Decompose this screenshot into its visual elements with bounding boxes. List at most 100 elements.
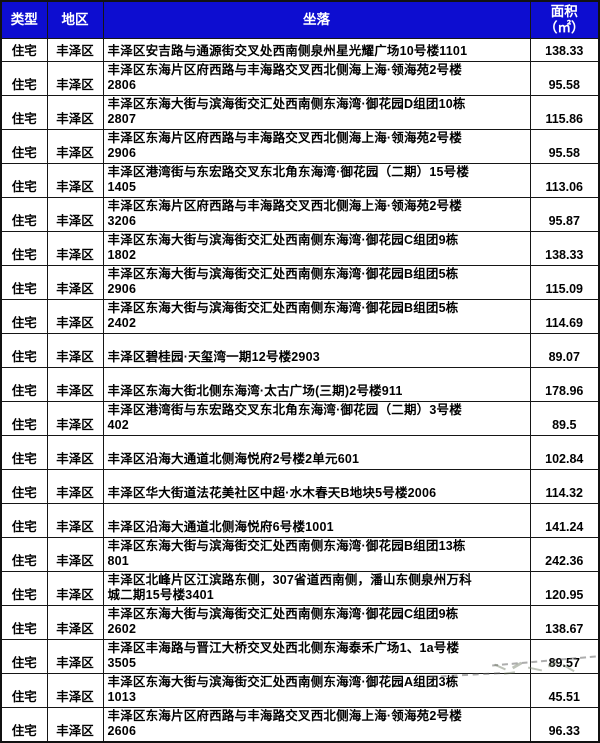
type-cell: 住宅 xyxy=(0,197,48,232)
area-cell: 242.36 xyxy=(529,537,600,572)
type-cell: 住宅 xyxy=(0,299,48,334)
district-cell: 丰泽区 xyxy=(46,367,104,402)
district-cell: 丰泽区 xyxy=(46,197,104,232)
location-cell: 丰泽区沿海大通道北侧海悦府6号楼1001 xyxy=(102,503,531,538)
table-row: 住宅 丰泽区 丰泽区东海大街与滨海街交汇处西南侧东海湾·御花园B组团5栋 290… xyxy=(0,265,600,300)
location-cell: 丰泽区东海片区府西路与丰海路交叉西北侧海上海·领海苑2号楼 2806 xyxy=(102,61,531,96)
location-cell: 丰泽区东海片区府西路与丰海路交叉西北侧海上海·领海苑2号楼 3206 xyxy=(102,197,531,232)
type-cell: 住宅 xyxy=(0,639,48,674)
area-cell: 45.51 xyxy=(529,673,600,708)
location-cell: 丰泽区东海大街与滨海街交汇处西南侧东海湾·御花园B组团13栋 801 xyxy=(102,537,531,572)
location-cell: 丰泽区东海大街与滨海街交汇处西南侧东海湾·御花园D组团10栋 2807 xyxy=(102,95,531,130)
district-cell: 丰泽区 xyxy=(46,435,104,470)
location-cell: 丰泽区沿海大通道北侧海悦府2号楼2单元601 xyxy=(102,435,531,470)
location-cell: 丰泽区东海大街北侧东海湾·太古广场(三期)2号楼911 xyxy=(102,367,531,402)
type-cell: 住宅 xyxy=(0,537,48,572)
location-cell: 丰泽区东海大街与滨海街交汇处西南侧东海湾·御花园B组团5栋 2906 xyxy=(102,265,531,300)
location-cell: 丰泽区东海大街与滨海街交汇处西南侧东海湾·御花园A组团3栋 1013 xyxy=(102,673,531,708)
table-row: 住宅 丰泽区 丰泽区北峰片区江滨路东侧，307省道西南侧，潘山东侧泉州万科 城二… xyxy=(0,571,600,606)
type-cell: 住宅 xyxy=(0,333,48,368)
table-row: 住宅 丰泽区 丰泽区东海大街北侧东海湾·太古广场(三期)2号楼911 178.9… xyxy=(0,367,600,402)
area-cell: 89.57 xyxy=(529,639,600,674)
area-cell: 114.32 xyxy=(529,469,600,504)
header-area-label: 面积 xyxy=(550,4,578,19)
header-location: 坐落 xyxy=(102,0,531,39)
type-cell: 住宅 xyxy=(0,95,48,130)
district-cell: 丰泽区 xyxy=(46,299,104,334)
district-cell: 丰泽区 xyxy=(46,95,104,130)
area-cell: 115.09 xyxy=(529,265,600,300)
district-cell: 丰泽区 xyxy=(46,265,104,300)
area-cell: 95.58 xyxy=(529,61,600,96)
type-cell: 住宅 xyxy=(0,38,48,62)
district-cell: 丰泽区 xyxy=(46,605,104,640)
type-cell: 住宅 xyxy=(0,61,48,96)
table-row: 住宅 丰泽区 丰泽区东海大街与滨海街交汇处西南侧东海湾·御花园D组团10栋 28… xyxy=(0,95,600,130)
district-cell: 丰泽区 xyxy=(46,38,104,62)
area-cell: 114.69 xyxy=(529,299,600,334)
location-cell: 丰泽区安吉路与通源街交叉处西南侧泉州星光耀广场10号楼1101 xyxy=(102,38,531,62)
district-cell: 丰泽区 xyxy=(46,707,104,743)
location-cell: 丰泽区北峰片区江滨路东侧，307省道西南侧，潘山东侧泉州万科 城二期15号楼34… xyxy=(102,571,531,606)
type-cell: 住宅 xyxy=(0,571,48,606)
area-cell: 115.86 xyxy=(529,95,600,130)
district-cell: 丰泽区 xyxy=(46,401,104,436)
district-cell: 丰泽区 xyxy=(46,129,104,164)
district-cell: 丰泽区 xyxy=(46,503,104,538)
table-row: 住宅 丰泽区 丰泽区东海片区府西路与丰海路交叉西北侧海上海·领海苑2号楼 280… xyxy=(0,61,600,96)
table-row: 住宅 丰泽区 丰泽区东海大街与滨海街交汇处西南侧东海湾·御花园B组团5栋 240… xyxy=(0,299,600,334)
area-cell: 89.07 xyxy=(529,333,600,368)
table-row: 住宅 丰泽区 丰泽区港湾街与东宏路交叉东北角东海湾·御花园（二期）15号楼 14… xyxy=(0,163,600,198)
location-cell: 丰泽区东海片区府西路与丰海路交叉西北侧海上海·领海苑2号楼 2906 xyxy=(102,129,531,164)
district-cell: 丰泽区 xyxy=(46,333,104,368)
area-cell: 95.87 xyxy=(529,197,600,232)
area-cell: 96.33 xyxy=(529,707,600,743)
header-area-unit: （㎡） xyxy=(544,20,585,35)
area-cell: 120.95 xyxy=(529,571,600,606)
type-cell: 住宅 xyxy=(0,673,48,708)
district-cell: 丰泽区 xyxy=(46,537,104,572)
area-cell: 141.24 xyxy=(529,503,600,538)
table-row: 住宅 丰泽区 丰泽区安吉路与通源街交叉处西南侧泉州星光耀广场10号楼1101 1… xyxy=(0,38,600,62)
location-cell: 丰泽区东海大街与滨海街交汇处西南侧东海湾·御花园C组团9栋 2602 xyxy=(102,605,531,640)
area-cell: 102.84 xyxy=(529,435,600,470)
district-cell: 丰泽区 xyxy=(46,571,104,606)
header-district: 地区 xyxy=(46,0,104,39)
table-row: 住宅 丰泽区 丰泽区沿海大通道北侧海悦府6号楼1001 141.24 xyxy=(0,503,600,538)
area-cell: 95.58 xyxy=(529,129,600,164)
table-row: 住宅 丰泽区 丰泽区东海片区府西路与丰海路交叉西北侧海上海·领海苑2号楼 260… xyxy=(0,707,600,743)
type-cell: 住宅 xyxy=(0,435,48,470)
location-cell: 丰泽区东海大街与滨海街交汇处西南侧东海湾·御花园C组团9栋 1802 xyxy=(102,231,531,266)
district-cell: 丰泽区 xyxy=(46,61,104,96)
type-cell: 住宅 xyxy=(0,605,48,640)
area-cell: 178.96 xyxy=(529,367,600,402)
table-row: 住宅 丰泽区 丰泽区碧桂园·天玺湾一期12号楼2903 89.07 xyxy=(0,333,600,368)
location-cell: 丰泽区东海大街与滨海街交汇处西南侧东海湾·御花园B组团5栋 2402 xyxy=(102,299,531,334)
area-cell: 138.67 xyxy=(529,605,600,640)
table-row: 住宅 丰泽区 丰泽区东海大街与滨海街交汇处西南侧东海湾·御花园A组团3栋 101… xyxy=(0,673,600,708)
table-row: 住宅 丰泽区 丰泽区沿海大通道北侧海悦府2号楼2单元601 102.84 xyxy=(0,435,600,470)
table-row: 住宅 丰泽区 丰泽区东海大街与滨海街交汇处西南侧东海湾·御花园B组团13栋 80… xyxy=(0,537,600,572)
type-cell: 住宅 xyxy=(0,707,48,743)
type-cell: 住宅 xyxy=(0,401,48,436)
district-cell: 丰泽区 xyxy=(46,231,104,266)
district-cell: 丰泽区 xyxy=(46,469,104,504)
type-cell: 住宅 xyxy=(0,231,48,266)
header-area: 面积 （㎡） xyxy=(529,0,600,39)
table-row: 住宅 丰泽区 丰泽区东海片区府西路与丰海路交叉西北侧海上海·领海苑2号楼 290… xyxy=(0,129,600,164)
location-cell: 丰泽区港湾街与东宏路交叉东北角东海湾·御花园（二期）3号楼 402 xyxy=(102,401,531,436)
area-cell: 138.33 xyxy=(529,38,600,62)
header-row: 类型 地区 坐落 面积 （㎡） xyxy=(0,0,600,39)
type-cell: 住宅 xyxy=(0,265,48,300)
location-cell: 丰泽区华大街道法花美社区中超·水木春天B地块5号楼2006 xyxy=(102,469,531,504)
table-row: 住宅 丰泽区 丰泽区华大街道法花美社区中超·水木春天B地块5号楼2006 114… xyxy=(0,469,600,504)
location-cell: 丰泽区东海片区府西路与丰海路交叉西北侧海上海·领海苑2号楼 2606 xyxy=(102,707,531,743)
district-cell: 丰泽区 xyxy=(46,163,104,198)
type-cell: 住宅 xyxy=(0,469,48,504)
location-cell: 丰泽区碧桂园·天玺湾一期12号楼2903 xyxy=(102,333,531,368)
table-row: 住宅 丰泽区 丰泽区东海大街与滨海街交汇处西南侧东海湾·御花园C组团9栋 180… xyxy=(0,231,600,266)
location-cell: 丰泽区丰海路与晋江大桥交叉处西北侧东海泰禾广场1、1a号楼 3505 xyxy=(102,639,531,674)
table-row: 住宅 丰泽区 丰泽区港湾街与东宏路交叉东北角东海湾·御花园（二期）3号楼 402… xyxy=(0,401,600,436)
type-cell: 住宅 xyxy=(0,129,48,164)
